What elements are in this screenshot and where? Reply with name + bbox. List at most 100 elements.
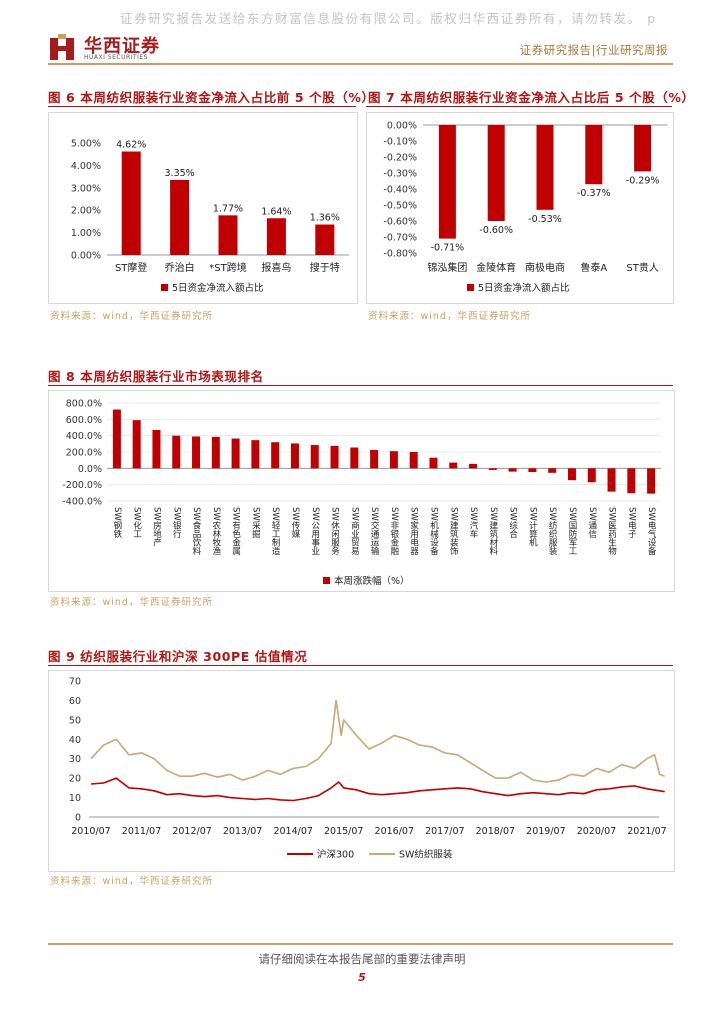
fig8-bar [627,468,636,494]
fig8-category-label: SW钢铁 [112,507,122,539]
fig9-xtick-label: 2021/07 [627,826,666,837]
fig9-xtick-label: 2015/07 [324,826,363,837]
fig9-ytick-label: 70 [69,677,81,688]
fig9-xtick-label: 2011/07 [122,826,161,837]
fig9-ytick-label: 10 [69,793,81,804]
fig7-bar [536,125,554,210]
fig6-ytick-label: 0.00% [71,251,101,262]
fig6-ytick-label: 4.00% [71,161,101,172]
fig9-title-rule [48,665,673,666]
fig7-title: 图 7 本周纺织服装行业资金净流入占比后 5 个股（%） [368,90,695,105]
fig8-title: 图 8 本周纺织服装行业市场表现排名 [48,369,264,384]
fig7-category-label: ST贵人 [626,261,658,274]
fig6-chart: 0.00% 1.00% 2.00% 3.00% 4.00% 5.00% 4.62% ST摩登 3… [71,139,349,294]
fig7-source: 资料来源：wind，华西证券研究所 [368,311,531,322]
fig9-xtick-label: 2019/07 [526,826,565,837]
fig7-ytick-label: -0.80% [383,249,417,260]
fig8-category-label: SW传媒 [290,507,300,539]
fig6-legend-label: 5日资金净流入额占比 [172,282,264,294]
fig8-category-label: SW汽车 [468,507,478,539]
fig7-ytick-label: -0.40% [383,185,417,196]
fig8-category-label: SW计算机 [527,507,537,547]
fig8-bar [429,457,438,469]
fig8-bar [350,447,359,469]
fig8-category-label: SW电子 [626,507,636,538]
fig9-xtick-label: 2013/07 [223,826,262,837]
logo-name: 华西证券 [84,36,160,57]
huaxi-logo-icon [50,34,74,60]
fig8-bar [310,445,319,469]
fig8-ytick-label: 400.0% [66,431,102,442]
fig7-bar [634,125,652,172]
fig8-bar [211,436,220,469]
fig8-ytick-label: 200.0% [66,448,102,459]
fig8-category-label: SW房地产 [151,507,161,547]
fig7-ytick-label: -0.20% [383,153,417,164]
fig6-title-rule [48,106,356,107]
fig8-ytick-label: -200.0% [62,480,102,491]
fig6-legend-swatch [161,284,168,291]
fig8-category-label: SW有色金属 [231,507,241,556]
fig6-ytick-label: 3.00% [71,183,101,194]
fig6-bar [315,224,335,255]
fig6-ytick-label: 2.00% [71,206,101,217]
fig8-bar [587,468,596,483]
fig7-title-rule [366,106,672,107]
fig7-category-label: 金陵体育 [476,261,516,274]
fig6-data-label: 4.62% [116,140,146,151]
fig8-bar [389,451,398,469]
fig9-xtick-label: 2016/07 [375,826,414,837]
fig8-bar [449,462,458,469]
fig8-category-label: SW化工 [132,507,142,538]
fig8-ytick-label: -400.0% [62,497,102,508]
fig7-category-label: 锦泓集团 [427,261,467,274]
fig9-ytick-label: 50 [69,715,81,726]
fig7-legend-swatch [467,284,474,291]
fig8-title-rule [48,385,673,386]
fig9-ytick-label: 0 [75,813,81,824]
fig8-bar [469,463,478,469]
fig8-bar [370,449,379,469]
fig8-bar [528,468,537,473]
fig9-chart: 0 10 20 30 40 50 60 70 2010/07 2011/07 2012/07 2013… [69,677,667,861]
fig8-category-label: SW商业贸易 [349,507,359,556]
fig8-legend-swatch [323,577,330,584]
fig6-data-label: 1.77% [213,203,243,214]
fig8-source: 资料来源：wind，华西证券研究所 [50,597,213,608]
fig9-ytick-label: 60 [69,696,81,707]
fig8-bar [548,468,557,473]
fig9-ytick-label: 40 [69,735,81,746]
fig7-bar [487,125,505,221]
fig9-xtick-label: 2012/07 [172,826,211,837]
fig6-source: 资料来源：wind，华西证券研究所 [50,311,213,322]
fig9-title: 图 9 纺织服装行业和沪深 300PE 估值情况 [48,649,308,664]
fig8-category-label: SW休闲服务 [330,507,340,556]
fig9-xtick-label: 2010/07 [71,826,110,837]
fig8-category-label: SW农林牧渔 [211,507,221,555]
fig8-bar [488,468,497,470]
fig7-ytick-label: -0.60% [383,217,417,228]
fig8-bar [290,443,299,469]
fig9-legend-label: 沪深300 [317,849,354,861]
page-number: 5 [358,971,366,984]
fig8-chart: 800.0% 600.0% 400.0% 200.0% 0.0% -200.0% -400.… [62,399,661,587]
fig8-bar [152,429,161,469]
fig7-data-label: -0.53% [528,214,562,225]
fig7-data-label: -0.37% [577,188,611,199]
fig8-category-label: SW建筑装饰 [448,507,458,556]
fig7-category-label: 南极电商 [525,261,565,274]
fig6-bar [121,151,141,255]
fig7-data-label: -0.60% [479,225,513,236]
fig7-data-label: -0.71% [431,243,465,254]
fig8-category-label: SW医药生物 [607,507,617,556]
fig8-category-label: SW轻工制造 [270,507,280,556]
fig8-bar [192,436,201,469]
header-divider [48,63,673,65]
fig8-category-label: SW银行 [171,507,181,539]
fig8-category-label: SW非银金融 [389,507,399,556]
fig8-category-label: SW国防军工 [567,507,577,555]
fig9-xtick-label: 2017/07 [425,826,464,837]
fig8-bar [251,440,260,469]
fig6-ytick-label: 1.00% [71,228,101,239]
fig9-xtick-label: 2014/07 [273,826,312,837]
